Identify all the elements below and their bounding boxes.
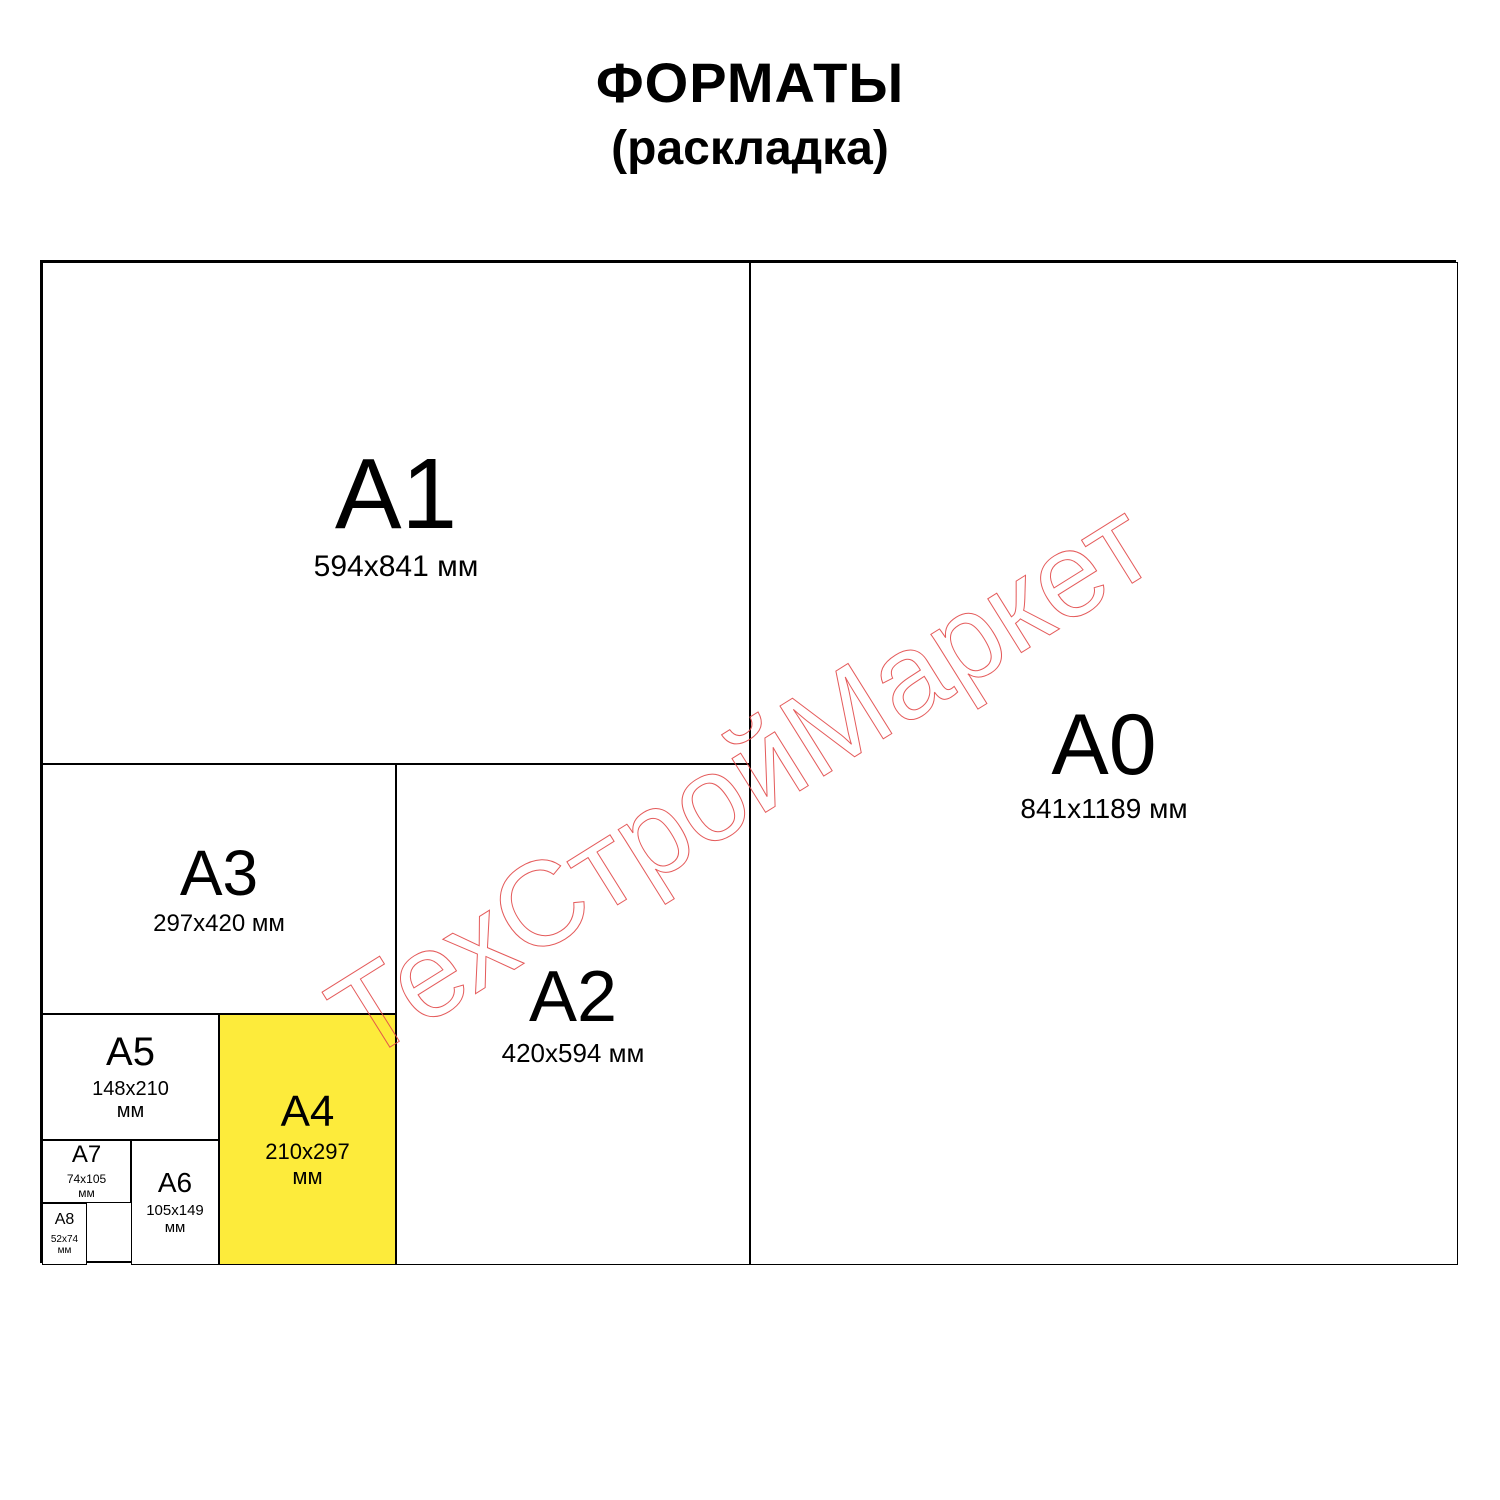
cell-a8: A8 52х74 мм xyxy=(42,1203,87,1265)
size-dim-a0: 841х1189 мм xyxy=(1020,794,1187,825)
size-name-a6: A6 xyxy=(158,1169,192,1197)
diagram-wrap: A0 841х1189 мм A1 594х841 мм A2 420х594 … xyxy=(40,260,1456,1263)
paper-size-diagram: A0 841х1189 мм A1 594х841 мм A2 420х594 … xyxy=(40,260,1456,1263)
size-dim-a6-l2: мм xyxy=(165,1219,186,1236)
size-dim-a4-l1: 210х297 xyxy=(265,1139,349,1164)
size-dim-a6: 105х149 мм xyxy=(146,1203,204,1236)
cell-a4: A4 210х297 мм xyxy=(219,1014,396,1265)
size-name-a3: A3 xyxy=(180,841,258,905)
cell-a0: A0 841х1189 мм xyxy=(750,262,1458,1265)
size-name-a4: A4 xyxy=(281,1090,335,1134)
size-name-a2: A2 xyxy=(529,961,617,1033)
size-name-a1: A1 xyxy=(335,444,457,544)
title-block: ФОРМАТЫ (раскладка) xyxy=(0,0,1500,176)
size-name-a7: A7 xyxy=(72,1143,101,1167)
size-dim-a5-l2: мм xyxy=(117,1100,145,1122)
size-name-a8: A8 xyxy=(55,1212,75,1228)
size-dim-a8: 52х74 мм xyxy=(51,1234,78,1256)
size-dim-a3: 297х420 мм xyxy=(153,911,285,937)
cell-a1: A1 594х841 мм xyxy=(42,262,750,764)
size-dim-a4-l2: мм xyxy=(292,1164,322,1189)
size-dim-a5-l1: 148х210 xyxy=(92,1078,169,1100)
size-dim-a5: 148х210 мм xyxy=(92,1078,169,1122)
cell-a6: A6 105х149 мм xyxy=(131,1140,219,1265)
size-dim-a2: 420х594 мм xyxy=(502,1039,645,1068)
size-dim-a8-l2: мм xyxy=(58,1245,72,1256)
size-dim-a6-l1: 105х149 xyxy=(146,1202,204,1219)
title-line1: ФОРМАТЫ xyxy=(0,50,1500,115)
cell-a3: A3 297х420 мм xyxy=(42,764,396,1014)
size-dim-a7-l2: мм xyxy=(78,1186,95,1200)
size-name-a5: A5 xyxy=(106,1032,155,1072)
size-dim-a8-l1: 52х74 xyxy=(51,1234,78,1245)
size-dim-a7-l1: 74х105 xyxy=(67,1172,106,1186)
title-line2: (раскладка) xyxy=(0,121,1500,176)
page-root: ФОРМАТЫ (раскладка) A0 841х1189 мм A1 59… xyxy=(0,0,1500,1500)
cell-a7: A7 74х105 мм xyxy=(42,1140,131,1203)
size-dim-a7: 74х105 мм xyxy=(67,1173,106,1199)
size-dim-a1: 594х841 мм xyxy=(314,550,479,583)
size-dim-a4: 210х297 мм xyxy=(265,1140,349,1188)
cell-a2: A2 420х594 мм xyxy=(396,764,750,1265)
size-name-a0: A0 xyxy=(1051,702,1156,788)
cell-a5: A5 148х210 мм xyxy=(42,1014,219,1140)
